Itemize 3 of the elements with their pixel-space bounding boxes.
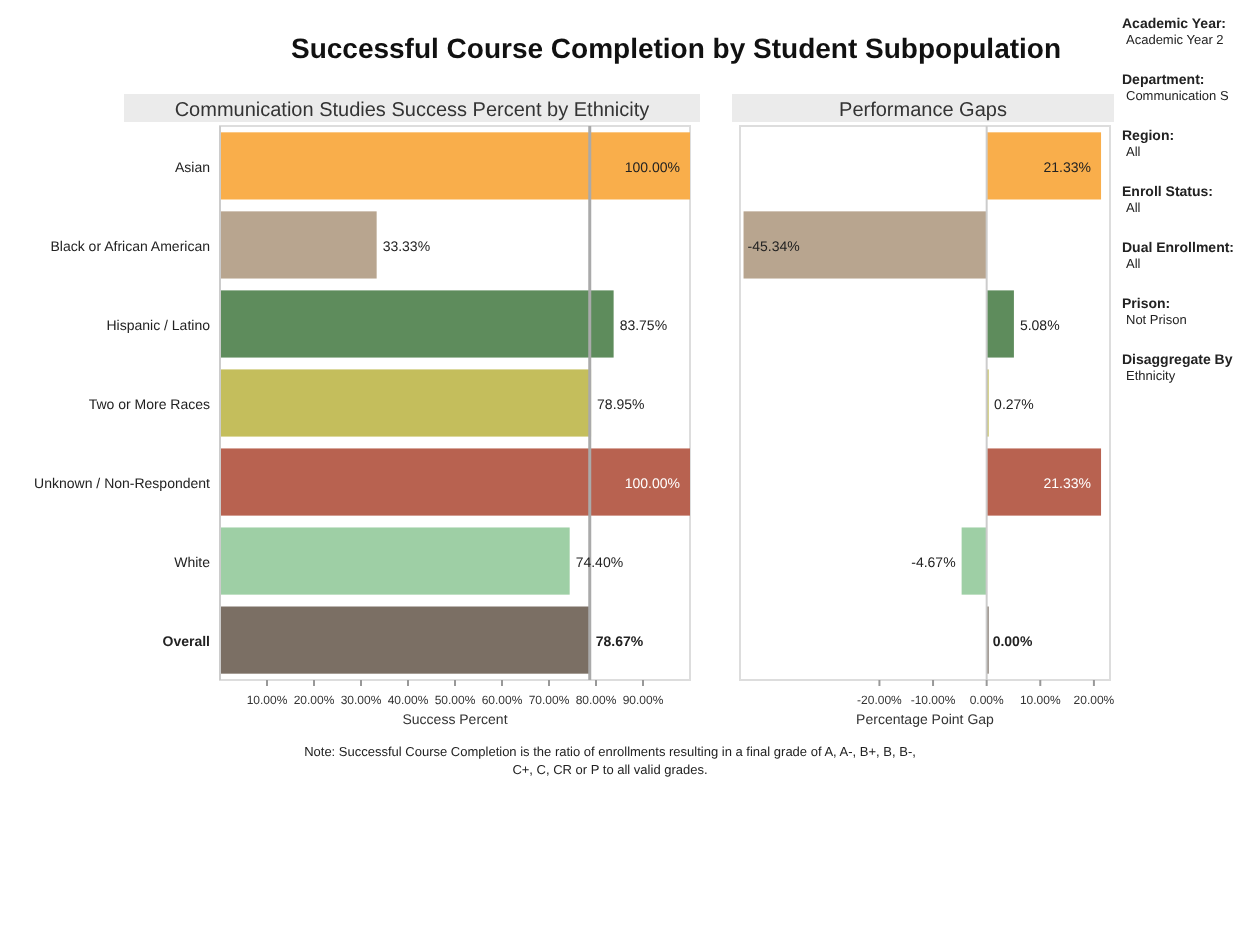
chart-title: Successful Course Completion by Student Subpopulation bbox=[290, 32, 1062, 64]
chart-subtitle: Performance Gaps bbox=[839, 100, 1007, 122]
chart-subtitle: Communication Studies Success Percent by Ethnicity bbox=[174, 100, 650, 122]
